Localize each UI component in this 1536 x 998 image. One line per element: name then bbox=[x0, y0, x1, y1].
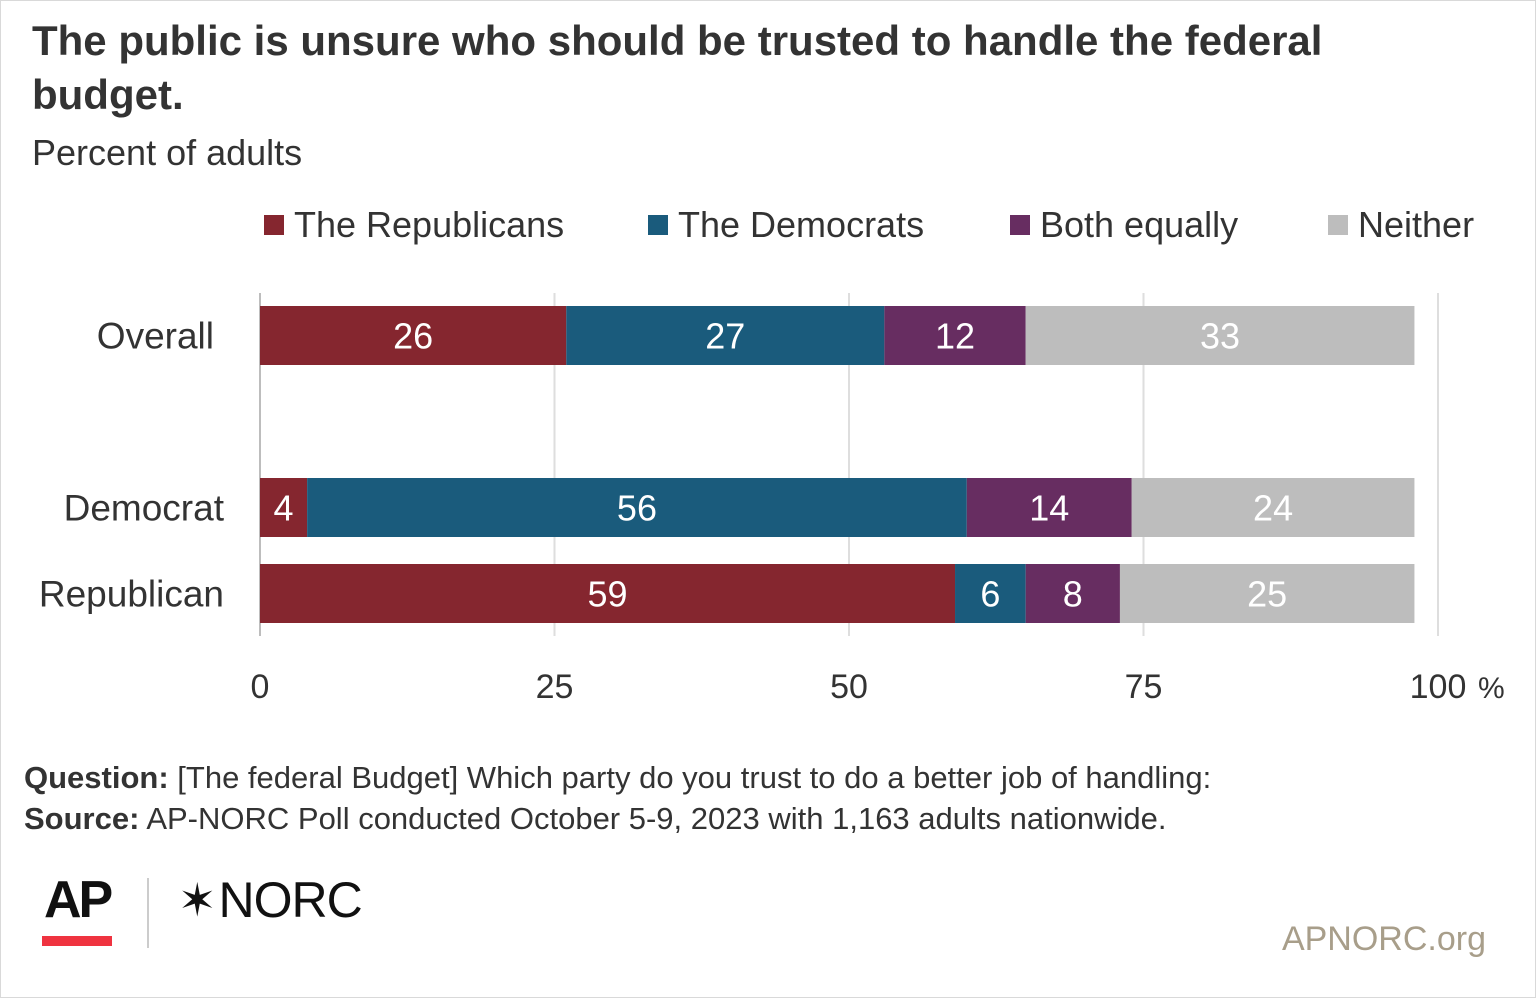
legend-item-both: Both equally bbox=[1010, 202, 1238, 248]
legend-item-republicans: The Republicans bbox=[264, 202, 564, 248]
ap-logo: AP bbox=[42, 871, 116, 946]
bar-segment bbox=[1025, 306, 1415, 365]
x-tick-label: 50 bbox=[830, 668, 868, 706]
logo-divider bbox=[147, 878, 149, 948]
source-label: Source: bbox=[24, 801, 140, 836]
legend-label-republicans: The Republicans bbox=[294, 204, 565, 245]
bar-segment bbox=[260, 306, 567, 365]
chart-title: The public is unsure who should be trust… bbox=[32, 17, 1323, 118]
ap-logo-text: AP bbox=[44, 871, 113, 929]
question-note: Question: [The federal Budget] Which par… bbox=[24, 758, 1211, 798]
x-tick-label: 75 bbox=[1125, 668, 1163, 706]
data-label: 33 bbox=[1200, 316, 1240, 357]
legend-swatch-democrats bbox=[648, 215, 668, 235]
legend: The Republicans The Democrats Both equal… bbox=[0, 202, 1536, 248]
x-tick-label: 100 bbox=[1410, 668, 1467, 706]
legend-item-democrats: The Democrats bbox=[648, 202, 924, 248]
bar-segment bbox=[260, 478, 308, 537]
legend-swatch-neither bbox=[1328, 215, 1348, 235]
ap-logo-bar bbox=[42, 936, 112, 946]
data-label: 56 bbox=[617, 488, 657, 529]
bar-segment bbox=[955, 564, 1026, 623]
bar-segment bbox=[307, 478, 967, 537]
bar-segment bbox=[1025, 564, 1120, 623]
x-tick-label: 0 bbox=[251, 668, 270, 706]
legend-label-both: Both equally bbox=[1040, 204, 1239, 245]
legend-swatch-republicans bbox=[264, 215, 284, 235]
bar-segment bbox=[566, 306, 885, 365]
data-label: 8 bbox=[1063, 574, 1083, 615]
legend-label-neither: Neither bbox=[1358, 204, 1475, 245]
data-label: 12 bbox=[935, 316, 975, 357]
x-tick-label: 25 bbox=[536, 668, 574, 706]
category-label: Republican bbox=[39, 574, 224, 615]
data-label: 4 bbox=[274, 488, 294, 529]
bar-segment bbox=[1131, 478, 1415, 537]
norc-star-icon: ✶ bbox=[178, 874, 217, 926]
x-unit-label: % bbox=[1478, 672, 1505, 705]
question-text: [The federal Budget] Which party do you … bbox=[168, 760, 1212, 795]
norc-logo: ✶ NORC bbox=[178, 870, 363, 930]
bar-segment bbox=[1119, 564, 1415, 623]
legend-label-democrats: The Democrats bbox=[678, 204, 925, 245]
data-label: 59 bbox=[587, 574, 627, 615]
data-label: 14 bbox=[1029, 488, 1069, 529]
source-text: AP-NORC Poll conducted October 5-9, 2023… bbox=[139, 801, 1167, 836]
data-label: 25 bbox=[1247, 574, 1287, 615]
legend-item-neither: Neither bbox=[1328, 202, 1474, 248]
data-label: 26 bbox=[393, 316, 433, 357]
norc-logo-text: NORC bbox=[218, 872, 363, 928]
category-label: Overall bbox=[97, 316, 214, 357]
data-label: 6 bbox=[980, 574, 1000, 615]
bar-segment bbox=[260, 564, 956, 623]
category-label: Democrat bbox=[64, 488, 225, 529]
legend-swatch-both bbox=[1010, 215, 1030, 235]
chart-subtitle: Percent of adults bbox=[32, 132, 303, 173]
source-note: Source: AP-NORC Poll conducted October 5… bbox=[24, 799, 1166, 839]
data-label: 24 bbox=[1253, 488, 1293, 529]
question-label: Question: bbox=[24, 760, 169, 795]
data-label: 27 bbox=[705, 316, 745, 357]
bar-segment bbox=[966, 478, 1132, 537]
site-url: APNORC.org bbox=[1281, 920, 1486, 958]
bar-segment bbox=[884, 306, 1026, 365]
